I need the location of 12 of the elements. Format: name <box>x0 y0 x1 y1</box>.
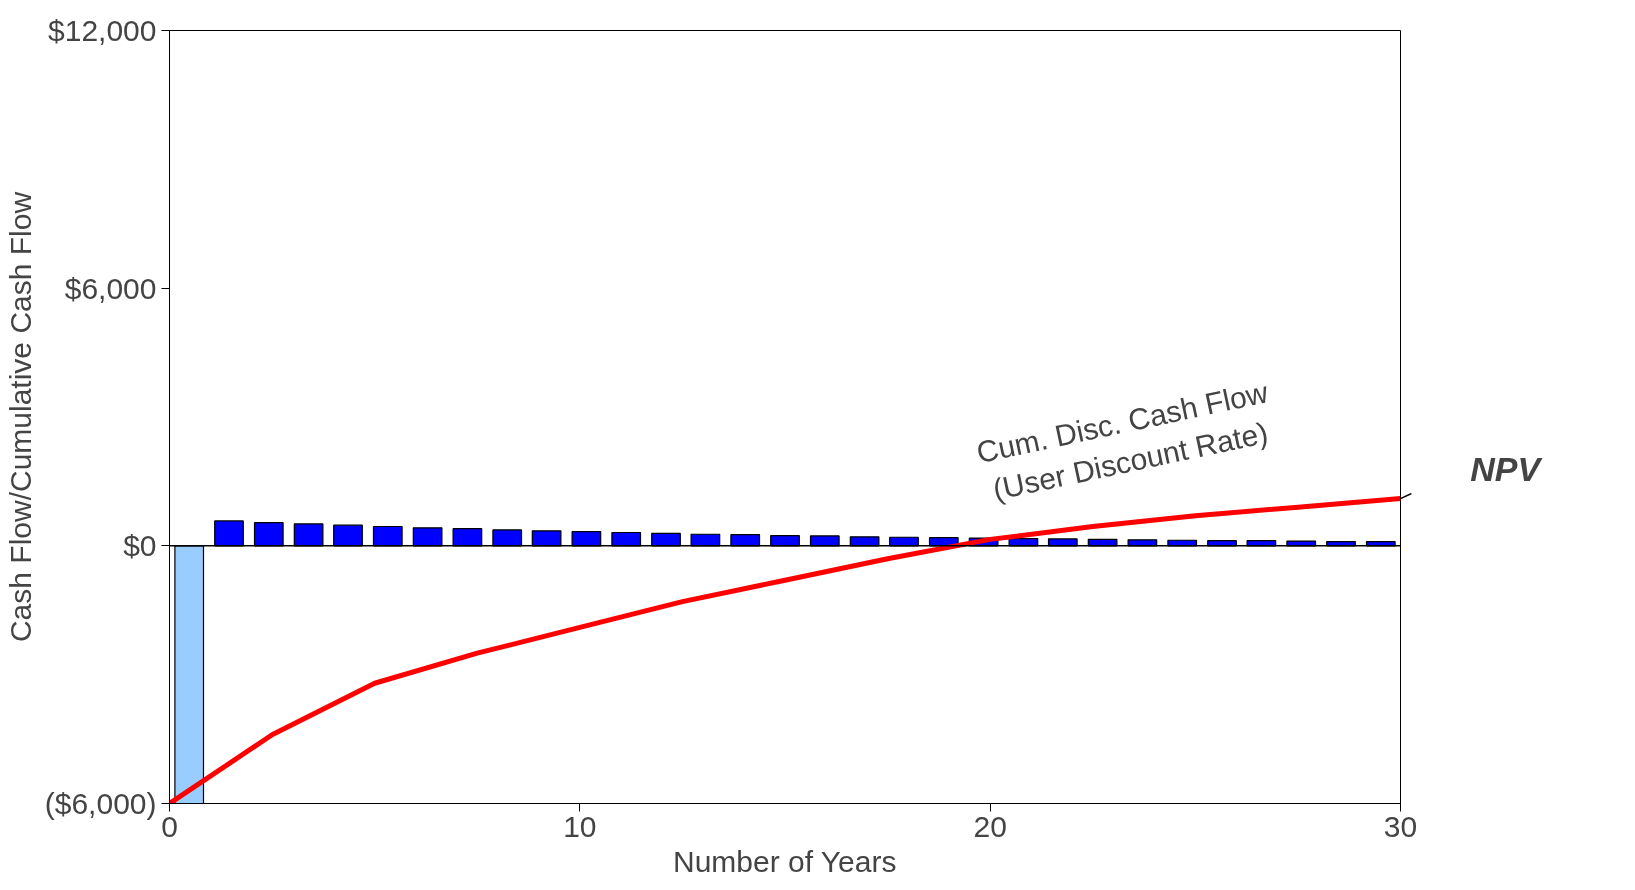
annotation: NPV <box>1470 449 1544 488</box>
x-tick-label: 20 <box>973 809 1007 843</box>
x-tick-label: 30 <box>1383 809 1418 843</box>
y-tick-label: $6,000 <box>64 271 157 305</box>
x-tick-label: 0 <box>161 809 178 843</box>
y-tick-label: $0 <box>123 529 157 563</box>
annotation: Cum. Disc. Cash Flow (User Discount Rate) <box>973 375 1271 507</box>
y-tick-label: $12,000 <box>48 14 157 47</box>
x-tick-label: 10 <box>563 809 597 843</box>
y-axis-title: Cash Flow/Cumulative Cash Flow <box>3 191 37 643</box>
x-axis-title: Number of Years <box>673 844 897 878</box>
y-tick-label: ($6,000) <box>44 787 157 820</box>
